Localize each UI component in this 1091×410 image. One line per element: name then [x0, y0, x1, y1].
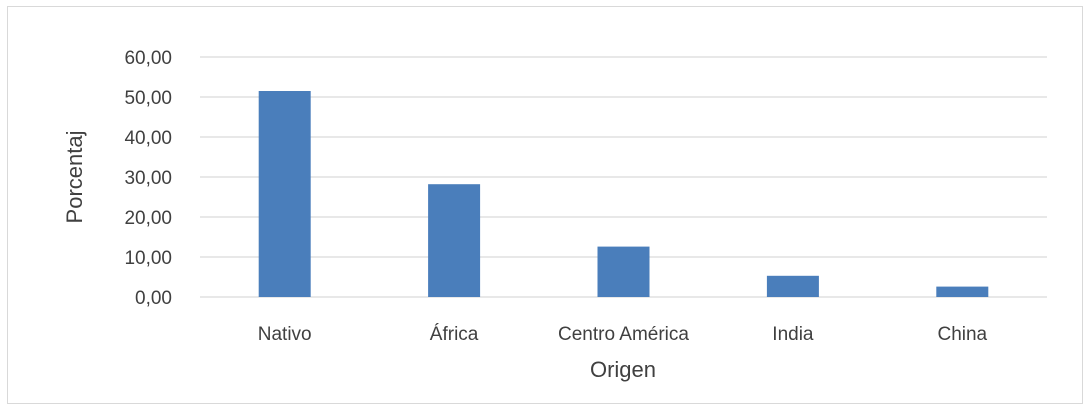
y-axis-title: Porcentaj [62, 131, 87, 224]
y-tick-label: 20,00 [124, 208, 172, 229]
chart-frame [7, 6, 1083, 404]
bar-áfrica [428, 184, 481, 297]
x-tick-label: China [937, 324, 987, 345]
y-axis-ticks: 60,00 50,00 40,00 30,00 20,00 10,00 0,00 [124, 48, 172, 309]
bar-nativo [258, 91, 311, 297]
x-tick-label: Centro América [558, 324, 689, 345]
x-tick-label: Nativo [258, 324, 312, 345]
y-tick-label: 30,00 [124, 168, 172, 189]
x-axis-title: Origen [590, 357, 656, 382]
bars [258, 91, 989, 297]
y-tick-label: 50,00 [124, 88, 172, 109]
x-tick-label: África [430, 324, 479, 345]
y-tick-label: 10,00 [124, 248, 172, 269]
bar-china [936, 286, 989, 297]
x-tick-label: India [772, 324, 814, 345]
bar-centro-américa [597, 246, 650, 297]
y-tick-label: 0,00 [135, 288, 172, 309]
bar-india [766, 275, 819, 297]
y-tick-label: 60,00 [124, 48, 172, 69]
y-tick-label: 40,00 [124, 128, 172, 149]
x-axis-ticks: Nativo África Centro América India China [258, 324, 988, 345]
